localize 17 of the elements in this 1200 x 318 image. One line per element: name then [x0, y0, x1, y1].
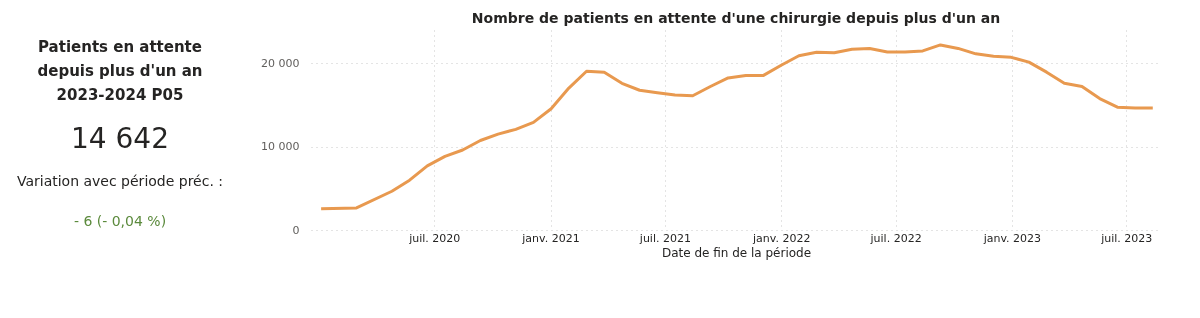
chart-title: Nombre de patients en attente d'une chirurgie depuis plus d'un an [471, 10, 1001, 26]
x-axis-title: Date de fin de la période [661, 245, 812, 260]
x-tick-label: janv. 2023 [982, 231, 1042, 245]
x-tick-label: janv. 2021 [521, 231, 580, 245]
y-tick-label: 20 000 [261, 56, 300, 70]
x-tick-label: juil. 2023 [1100, 231, 1153, 245]
y-tick-label: 0 [292, 223, 300, 237]
x-tick-label: juil. 2021 [638, 231, 691, 245]
line-series [319, 43, 1155, 211]
text: 14 642 [71, 122, 169, 155]
x-tick-label: juil. 2020 [408, 231, 461, 245]
text: Patients en attente depuis plus d'un an 2023-2024 P05 [37, 38, 203, 104]
y-tick-label: 10 000 [261, 140, 300, 154]
x-tick-label: janv. 2022 [751, 231, 811, 245]
x-tick-label: juil. 2022 [869, 231, 922, 245]
text: Variation avec période préc. : [16, 173, 224, 189]
text: - 6 (- 0,04 %) [73, 213, 167, 229]
